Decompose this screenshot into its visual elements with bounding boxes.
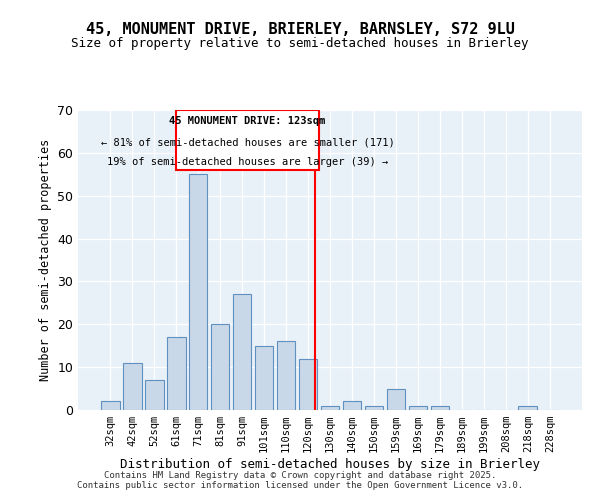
Text: Contains HM Land Registry data © Crown copyright and database right 2025.
Contai: Contains HM Land Registry data © Crown c… — [77, 470, 523, 490]
Bar — [101, 402, 119, 410]
Bar — [277, 342, 295, 410]
Bar — [189, 174, 208, 410]
Text: 45 MONUMENT DRIVE: 123sqm: 45 MONUMENT DRIVE: 123sqm — [169, 116, 326, 126]
FancyBboxPatch shape — [176, 110, 319, 170]
Bar — [233, 294, 251, 410]
Text: 19% of semi-detached houses are larger (39) →: 19% of semi-detached houses are larger (… — [107, 157, 388, 167]
Text: ← 81% of semi-detached houses are smaller (171): ← 81% of semi-detached houses are smalle… — [101, 138, 394, 148]
Bar — [145, 380, 164, 410]
Bar — [365, 406, 383, 410]
Bar — [431, 406, 449, 410]
Bar — [386, 388, 405, 410]
Bar — [343, 402, 361, 410]
Bar — [167, 337, 185, 410]
Y-axis label: Number of semi-detached properties: Number of semi-detached properties — [38, 139, 52, 381]
Text: Size of property relative to semi-detached houses in Brierley: Size of property relative to semi-detach… — [71, 38, 529, 51]
Text: 45, MONUMENT DRIVE, BRIERLEY, BARNSLEY, S72 9LU: 45, MONUMENT DRIVE, BRIERLEY, BARNSLEY, … — [86, 22, 514, 38]
X-axis label: Distribution of semi-detached houses by size in Brierley: Distribution of semi-detached houses by … — [120, 458, 540, 471]
Bar — [320, 406, 340, 410]
Bar — [409, 406, 427, 410]
Bar — [255, 346, 274, 410]
Bar — [299, 358, 317, 410]
Bar — [123, 363, 142, 410]
Bar — [211, 324, 229, 410]
Bar — [518, 406, 537, 410]
